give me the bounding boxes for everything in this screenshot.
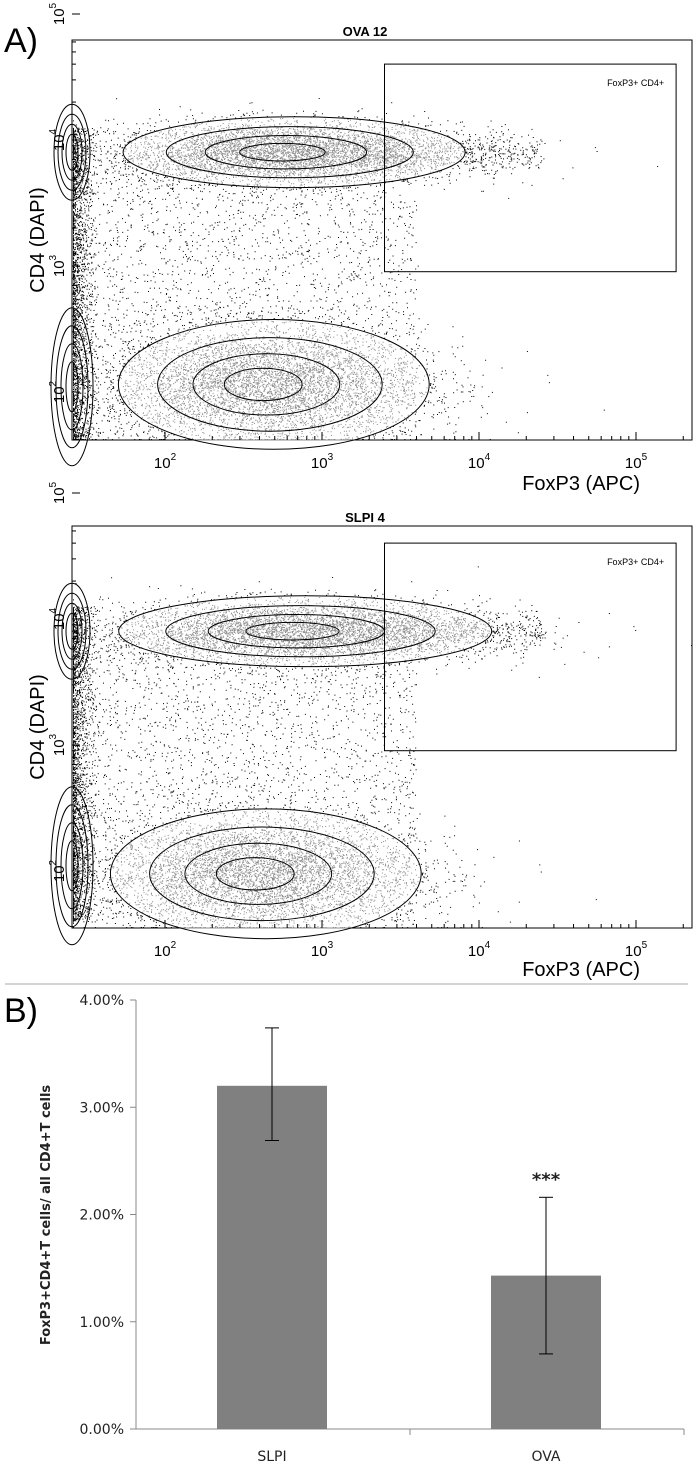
density-contour [157, 337, 383, 432]
x-tick-label: 102 [154, 940, 177, 960]
flow-plot-title: SLPI 4 [345, 510, 386, 525]
density-contours [50, 582, 493, 946]
density-contour [223, 367, 303, 402]
x-tick-label: 104 [468, 452, 491, 472]
density-contour [165, 126, 414, 179]
y-tick-label: 105 [48, 2, 68, 25]
x-tick-label: 103 [311, 452, 334, 472]
edge-contour [65, 361, 79, 413]
edge-contour [55, 804, 89, 928]
bar-y-tick-label: 2.00% [80, 1208, 124, 1224]
edge-contour [50, 786, 94, 946]
flow-plot-ova: OVA 12 FoxP3+ CD4+ 102 103 104 105 102 103 10… [27, 2, 693, 495]
y-tick-label: 102 [48, 859, 68, 882]
y-tick-label: 105 [48, 481, 68, 504]
density-contour [239, 142, 326, 162]
edge-contour [50, 307, 94, 467]
flow-plot-slpi: SLPI 4 FoxP3+ CD4+ 102 103 104 105 102 103 10… [27, 481, 693, 981]
y-tick-label: 103 [48, 733, 68, 756]
density-contour [165, 605, 436, 658]
bar-y-tick-label: 3.00% [80, 1100, 124, 1116]
bar-chart: 0.00% 1.00% 2.00% 3.00% 4.00% SLPI OVA *** Fox… [39, 993, 685, 1465]
gate-label: FoxP3+ CD4+ [607, 557, 664, 567]
plot-frame [71, 39, 693, 441]
density-contour [215, 857, 295, 891]
flow-plot-title: OVA 12 [343, 24, 388, 39]
gate-box [384, 542, 677, 752]
edge-contour [53, 582, 91, 680]
bar-category-label: SLPI [257, 1449, 286, 1465]
significance-stars: *** [532, 1169, 561, 1190]
edge-contour [65, 612, 79, 650]
x-tick-label: 104 [468, 940, 491, 960]
bar-category-label: OVA [531, 1449, 560, 1465]
x-tick-label: 103 [311, 940, 334, 960]
flow-x-axis-label: FoxP3 (APC) [522, 959, 640, 981]
x-tick-label: 105 [625, 452, 648, 472]
y-tick-label: 103 [48, 254, 68, 277]
gate-label: FoxP3+ CD4+ [607, 78, 664, 88]
density-contour [118, 595, 493, 668]
edge-contour [55, 325, 89, 449]
edge-contour [53, 103, 91, 201]
density-contour [149, 826, 375, 922]
bar-y-axis-label: FoxP3+CD4+T cells/ all CD4+T cells [39, 1085, 54, 1346]
density-contour [122, 116, 466, 189]
plot-frame [71, 525, 693, 929]
density-contour [184, 842, 333, 905]
flow-y-axis-label: CD4 (DAPI) [27, 674, 49, 780]
bar-slpi [217, 1085, 327, 1429]
edge-contour [65, 133, 79, 171]
gate-box [384, 63, 677, 273]
density-contour [204, 135, 368, 170]
flow-x-axis-label: FoxP3 (APC) [522, 473, 640, 495]
panel-a-label: A) [4, 22, 38, 60]
edge-contour [60, 343, 84, 431]
bar-y-tick-label: 1.00% [80, 1315, 124, 1331]
density-contours [50, 103, 466, 467]
panel-b-label: B) [4, 992, 38, 1030]
edge-contour [61, 123, 83, 181]
edge-contour [61, 602, 83, 660]
edge-contour [60, 822, 84, 910]
bar-y-tick-label: 0.00% [80, 1422, 124, 1438]
x-tick-label: 102 [154, 452, 177, 472]
y-tick-label: 104 [48, 607, 68, 630]
density-contour [192, 353, 341, 416]
y-tick-label: 104 [48, 128, 68, 151]
edge-contour [65, 840, 79, 892]
density-contour [245, 621, 340, 641]
y-tick-label: 102 [48, 380, 68, 403]
flow-y-axis-label: CD4 (DAPI) [27, 187, 49, 293]
bar-y-tick-label: 4.00% [80, 993, 124, 1009]
x-tick-label: 105 [625, 940, 648, 960]
